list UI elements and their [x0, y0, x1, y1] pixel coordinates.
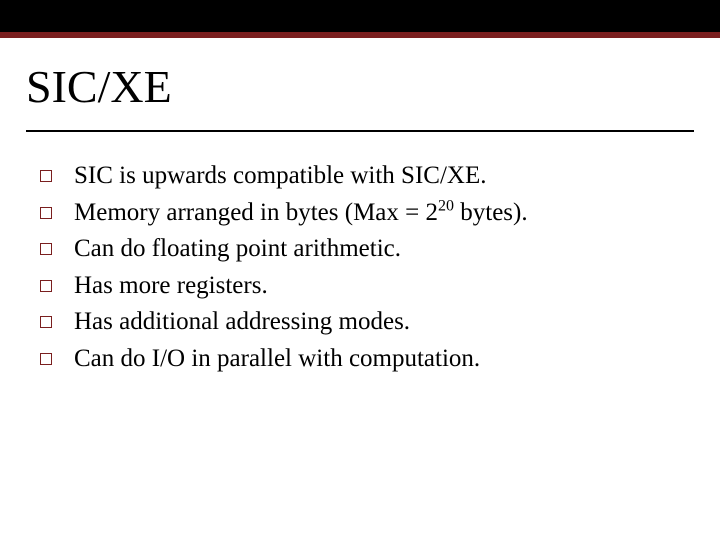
square-bullet-icon — [40, 353, 52, 365]
list-item: Memory arranged in bytes (Max = 220 byte… — [40, 197, 680, 230]
bullet-list: SIC is upwards compatible with SIC/XE. M… — [40, 160, 680, 379]
list-item: SIC is upwards compatible with SIC/XE. — [40, 160, 680, 193]
slide-title: SIC/XE — [26, 60, 172, 113]
bullet-text-superscript: 20 — [438, 197, 454, 214]
title-underline — [26, 130, 694, 132]
bullet-text-suffix: bytes). — [454, 199, 528, 226]
square-bullet-icon — [40, 170, 52, 182]
bullet-text-prefix: Memory arranged in bytes (Max = 2 — [74, 199, 438, 226]
list-item: Can do floating point arithmetic. — [40, 233, 680, 266]
square-bullet-icon — [40, 280, 52, 292]
bullet-text: Memory arranged in bytes (Max = 220 byte… — [74, 197, 528, 230]
square-bullet-icon — [40, 316, 52, 328]
list-item: Has more registers. — [40, 270, 680, 303]
bullet-text: SIC is upwards compatible with SIC/XE. — [74, 160, 486, 193]
square-bullet-icon — [40, 207, 52, 219]
bullet-text: Can do floating point arithmetic. — [74, 233, 401, 266]
bullet-text: Has more registers. — [74, 270, 268, 303]
list-item: Can do I/O in parallel with computation. — [40, 343, 680, 376]
top-accent-band — [0, 0, 720, 38]
list-item: Has additional addressing modes. — [40, 306, 680, 339]
square-bullet-icon — [40, 243, 52, 255]
bullet-text: Can do I/O in parallel with computation. — [74, 343, 480, 376]
bullet-text: Has additional addressing modes. — [74, 306, 410, 339]
